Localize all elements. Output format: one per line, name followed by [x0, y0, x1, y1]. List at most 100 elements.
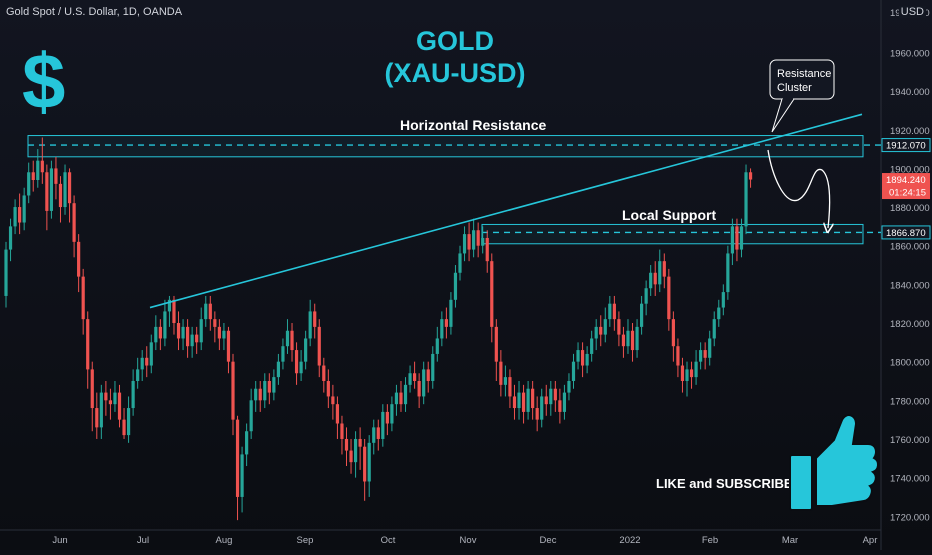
time-tick-label: Feb: [702, 535, 718, 546]
candle-body: [54, 168, 58, 184]
candle-body: [13, 207, 17, 227]
candle-body: [599, 326, 603, 335]
candle-body: [140, 357, 144, 370]
currency-label[interactable]: USD: [898, 6, 926, 18]
candle-body: [49, 168, 53, 211]
candle-body: [449, 299, 453, 327]
candle-body: [90, 369, 94, 409]
candle-body: [204, 303, 208, 320]
price-marker-label: 1912.070: [886, 141, 926, 152]
projection-arrow: [767, 149, 830, 228]
candle-body: [226, 330, 231, 362]
candle-body: [422, 369, 426, 397]
candle-body: [349, 450, 353, 463]
candle-body: [453, 272, 458, 300]
candle-body: [671, 319, 675, 347]
candle-body: [27, 172, 31, 196]
candle-body: [580, 350, 585, 366]
candle-body: [213, 319, 217, 327]
candle-body: [145, 357, 149, 366]
candle-body: [662, 261, 666, 277]
candle-body: [558, 400, 562, 412]
callout-box: [769, 59, 835, 100]
candle-body: [267, 380, 271, 393]
candle-body: [744, 172, 748, 227]
candle-body: [154, 326, 158, 343]
candle-body: [626, 330, 630, 347]
time-axis: Jun Jul Aug Sep Oct Nov Dec 2022 Feb Mar Apr: [52, 535, 877, 546]
candle-body: [417, 380, 421, 397]
candle-body: [381, 411, 385, 439]
candle-body: [472, 230, 476, 250]
price-tick-label: 1800.000: [890, 358, 930, 369]
horizontal-resistance-zone: [27, 135, 881, 158]
candle-body: [108, 400, 113, 405]
candle-body: [703, 350, 707, 358]
candle-body: [617, 319, 621, 335]
thumbs-up-icon[interactable]: [789, 414, 879, 511]
candle-body: [18, 207, 22, 223]
trendline: [149, 113, 863, 309]
candle-body: [476, 230, 480, 246]
price-marker-box: [881, 225, 931, 240]
candle-body: [195, 334, 199, 343]
candle-body: [45, 172, 49, 211]
candle-body: [158, 326, 162, 339]
candle-body: [294, 350, 299, 374]
candle-body: [708, 338, 712, 358]
price-markers: 1912.070 1894.240 01:24:15 1866.870: [881, 138, 931, 240]
candle-body: [308, 311, 312, 339]
price-tick-label: 1840.000: [890, 280, 930, 291]
candle-body: [322, 365, 326, 381]
candle-body: [640, 303, 644, 327]
candle-body: [431, 353, 435, 381]
candle-body: [363, 446, 367, 482]
candle-body: [394, 392, 399, 405]
price-marker-label: 1894.240: [886, 175, 926, 186]
candle-body: [385, 411, 389, 424]
candle-body: [176, 323, 181, 339]
candle-body: [462, 234, 467, 254]
time-tick-label: Nov: [460, 535, 477, 546]
candle-body: [730, 226, 734, 254]
candle-body: [403, 384, 408, 405]
candle-body: [608, 303, 612, 320]
candle-body: [72, 203, 76, 242]
title-line2: (XAU-USD): [385, 58, 526, 88]
resistance-zone-box: [27, 135, 864, 158]
candle-body: [77, 241, 81, 277]
local-support-zone: [481, 223, 881, 245]
callout-pointer: [771, 98, 795, 133]
candle-body: [67, 172, 72, 204]
candle-body: [199, 319, 203, 343]
candle-body: [512, 396, 517, 409]
candle-body: [249, 400, 253, 432]
candle-body: [149, 342, 153, 366]
candle-body: [208, 303, 212, 320]
candle-body: [136, 369, 140, 381]
support-zone-box: [481, 223, 864, 245]
candle-body: [644, 288, 648, 304]
candle-body: [685, 369, 689, 381]
candle-body: [612, 303, 616, 320]
price-tick-label: 1900.000: [890, 164, 930, 175]
candle-body: [254, 388, 258, 401]
candle-body: [467, 234, 471, 250]
candle-body: [413, 373, 417, 381]
candle-body: [126, 408, 131, 436]
time-tick-label: Aug: [216, 535, 233, 546]
candle-body: [222, 330, 226, 339]
candle-body: [258, 388, 262, 401]
candle-body: [358, 438, 362, 447]
candle-body: [739, 226, 744, 250]
candle-body: [399, 392, 403, 405]
last-price-marker: 1894.240 01:24:15: [882, 173, 930, 200]
candle-body: [521, 392, 526, 412]
candle-body: [331, 396, 335, 405]
candle-body: [245, 431, 249, 455]
candle-body: [490, 261, 494, 327]
candle-body: [712, 319, 716, 339]
candle-body: [517, 392, 521, 409]
price-tick-label: 1780.000: [890, 396, 930, 407]
